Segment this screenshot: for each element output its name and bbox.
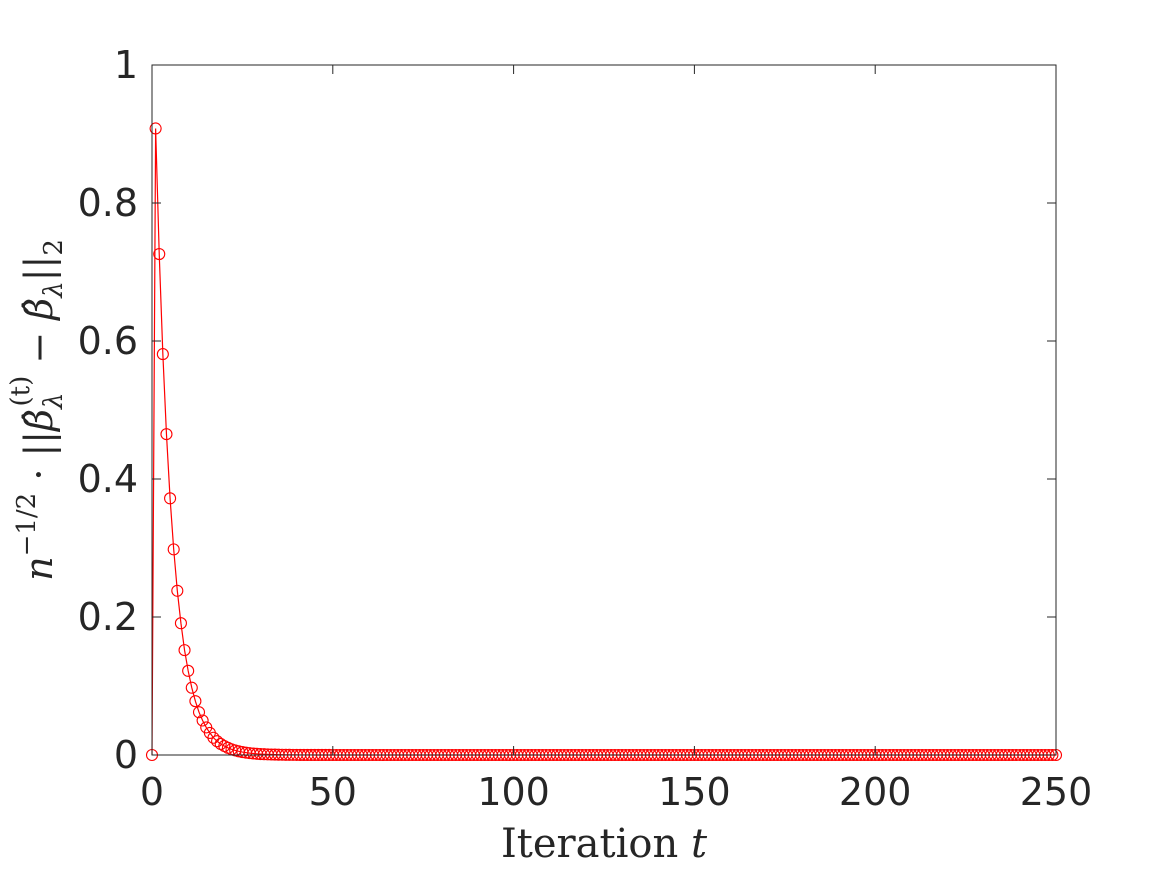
axes-box: [151, 64, 1057, 756]
data-point: [171, 584, 184, 597]
y-tick-label: 0.8: [78, 181, 138, 225]
y-tick-label: 0.6: [78, 319, 138, 363]
y-tick-label: 0: [114, 733, 138, 777]
x-tick-label: 150: [658, 770, 731, 814]
data-point: [167, 543, 180, 556]
plot-area: [152, 65, 1056, 755]
ticks-layer: 0 50 100 150 200 250 0 0.2 0.4 0.6 0.8 1: [78, 43, 1093, 814]
data-point: [156, 348, 169, 361]
data-point: [185, 681, 198, 694]
y-tick-label: 1: [114, 43, 138, 87]
x-tick-label: 200: [839, 770, 912, 814]
x-tick-label: 250: [1020, 770, 1093, 814]
data-point: [196, 714, 209, 727]
x-tick-label: 0: [140, 770, 164, 814]
data-point: [192, 706, 206, 719]
x-axis-label-var: t: [691, 821, 708, 867]
data-point: [189, 695, 202, 708]
y-tick-label: 0.2: [78, 595, 138, 639]
data-point: [153, 248, 166, 261]
y-axis-label: n−1/2 · ||β̂λ(t) − β̂λ||2: [6, 239, 69, 581]
x-tick-label: 100: [477, 770, 550, 814]
data-point: [174, 617, 187, 630]
data-point: [182, 664, 195, 677]
data-point: [164, 492, 177, 505]
data-point: [207, 731, 220, 744]
data-point: [178, 644, 191, 657]
data-point: [149, 122, 162, 135]
data-point: [160, 428, 173, 441]
x-axis-label: Iteration t: [501, 821, 708, 867]
x-tick-label: 50: [309, 770, 357, 814]
y-tick-label: 0.4: [78, 457, 138, 501]
